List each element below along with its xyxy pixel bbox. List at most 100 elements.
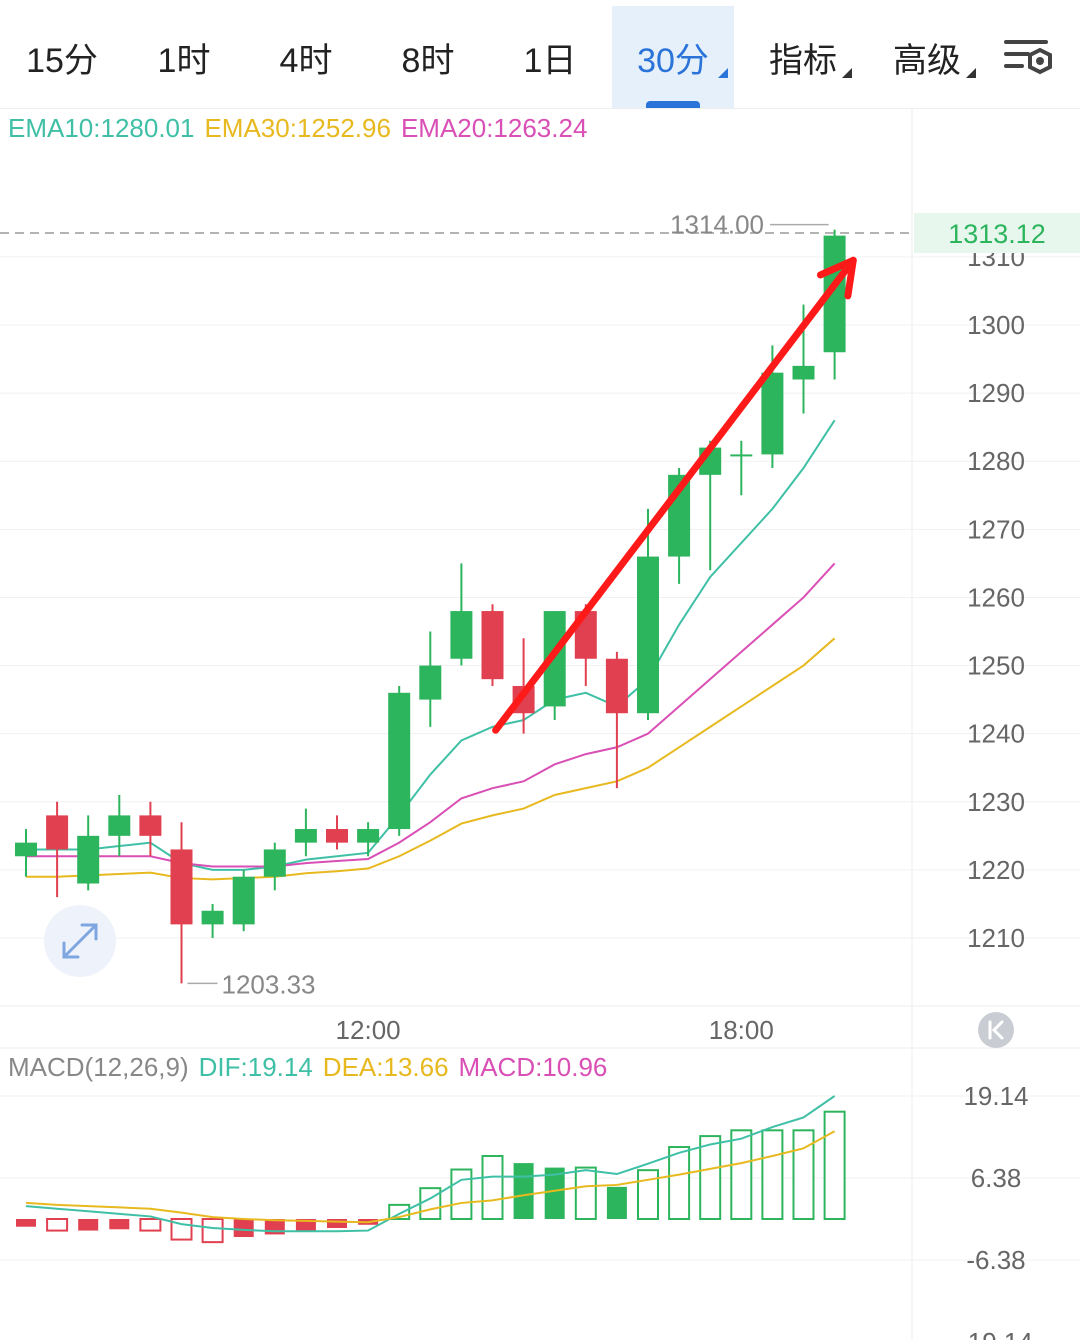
- macd-bar: [699, 1135, 722, 1221]
- candle-body: [450, 611, 473, 659]
- macd-bar: [419, 1187, 442, 1220]
- settings-button[interactable]: [1000, 34, 1060, 84]
- macd-bar: [730, 1129, 753, 1220]
- candle-body: [263, 849, 286, 877]
- tab-label: 1时: [157, 41, 211, 80]
- macd-bar: [139, 1218, 162, 1232]
- macd-bar: [606, 1186, 627, 1219]
- tab-label: 高级: [893, 41, 961, 80]
- candle-body: [637, 556, 659, 714]
- candle-body: [605, 658, 628, 714]
- macd-bar: [295, 1219, 316, 1231]
- tab-label: 30分: [637, 41, 709, 80]
- price-tick-label: 1290: [967, 378, 1025, 408]
- tab-5[interactable]: 1日: [496, 6, 604, 108]
- chart-settings-icon: [1004, 40, 1052, 75]
- current-price-tag: [914, 213, 1080, 254]
- macd-tick-label: -19.14: [959, 1327, 1033, 1340]
- tab-2[interactable]: 1时: [130, 6, 238, 108]
- macd-bar: [823, 1110, 846, 1220]
- candle-body: [388, 692, 411, 830]
- tab-1[interactable]: 15分: [8, 6, 116, 108]
- candle-body: [139, 815, 162, 836]
- candle-body: [357, 829, 380, 843]
- macd-bar: [637, 1169, 659, 1221]
- price-tick-label: 1270: [967, 514, 1025, 544]
- macd-bar: [668, 1146, 691, 1220]
- price-tick-label: 1230: [967, 787, 1025, 817]
- macd-value-legend: MACD:10.96: [458, 1052, 608, 1082]
- candle-body: [543, 611, 566, 707]
- macd-bar: [46, 1218, 69, 1232]
- time-tick-label: 12:00: [336, 1015, 401, 1045]
- macd-bar: [109, 1219, 130, 1230]
- dropdown-corner-icon: [966, 68, 976, 78]
- ema-legend: EMA10:1280.01 EMA30:1252.96 EMA20:1263.24: [8, 113, 597, 144]
- candle-body: [108, 815, 131, 836]
- tab-label: 1日: [523, 41, 577, 80]
- candle-body: [201, 910, 224, 925]
- tab-3[interactable]: 4时: [252, 6, 360, 108]
- candle-body: [761, 372, 784, 455]
- active-tab-indicator: [646, 101, 700, 108]
- macd-bar: [78, 1219, 99, 1231]
- price-tick-label: 1220: [967, 855, 1025, 885]
- tab-label: 4时: [279, 41, 333, 80]
- candle-body: [15, 842, 37, 857]
- candle-body: [170, 849, 193, 925]
- dropdown-corner-icon: [718, 68, 728, 78]
- macd-bar: [450, 1168, 473, 1220]
- low-price-label: 1203.33: [222, 969, 316, 999]
- price-tick-label: 1260: [967, 582, 1025, 612]
- ema10-legend: EMA10:1280.01: [8, 113, 195, 143]
- expand-arrows-icon: [62, 923, 98, 959]
- ema10-line: [26, 419, 836, 871]
- dea-line: [25, 1130, 836, 1224]
- expand-button[interactable]: [44, 905, 116, 977]
- price-tick-label: 1240: [967, 719, 1025, 749]
- macd-legend: MACD(12,26,9) DIF:19.14 DEA:13.66 MACD:10.9…: [8, 1052, 617, 1083]
- tab-4[interactable]: 8时: [374, 6, 482, 108]
- candle-body: [481, 611, 504, 680]
- candle-body: [46, 815, 69, 850]
- ema30-legend: EMA30:1252.96: [204, 113, 391, 143]
- macd-tick-label: 19.14: [963, 1081, 1028, 1111]
- price-tick-label: 1210: [967, 923, 1025, 953]
- macd-bar: [513, 1163, 534, 1219]
- candle-body: [77, 835, 100, 884]
- candle-body: [419, 665, 442, 700]
- chart-area: 1210 1220 1230 1240 1250 1260 1270 1280 1290 1300…: [0, 108, 1080, 1340]
- dif-legend: DIF:19.14: [198, 1052, 313, 1082]
- macd-bar: [327, 1219, 347, 1228]
- price-tick-label: 1250: [967, 651, 1025, 681]
- candle-body: [730, 454, 753, 457]
- dea-legend: DEA:13.66: [322, 1052, 449, 1082]
- macd-bar: [16, 1219, 36, 1227]
- collapse-chevron-icon: [988, 1020, 1004, 1040]
- high-price-label: 1314.00: [670, 210, 764, 240]
- tab-7[interactable]: 指标: [748, 6, 858, 108]
- timeframe-tabbar: 15分 1时 4时 8时 1日 30分 指标 高级: [0, 0, 1080, 109]
- macd-bar: [574, 1166, 597, 1221]
- candle-body: [232, 876, 255, 925]
- dif-line: [25, 1095, 836, 1233]
- macd-bar: [761, 1129, 784, 1220]
- trend-arrow-head: [816, 256, 857, 300]
- tab-label: 指标: [769, 41, 837, 80]
- ema20-legend: EMA20:1263.24: [400, 113, 588, 143]
- price-tick-label: 1300: [967, 310, 1025, 340]
- tab-label: 8时: [401, 41, 455, 80]
- candle-body: [294, 829, 317, 843]
- tab-8[interactable]: 高级: [872, 6, 982, 108]
- collapse-button[interactable]: [978, 1012, 1014, 1048]
- dropdown-corner-icon: [842, 68, 852, 78]
- ema30-line: [26, 637, 836, 881]
- candle-body: [326, 829, 348, 843]
- candle-body: [792, 365, 815, 380]
- macd-bar: [481, 1155, 504, 1221]
- macd-bar: [544, 1167, 565, 1219]
- macd-bar: [201, 1218, 224, 1244]
- macd-bar: [233, 1219, 254, 1237]
- tab-6[interactable]: 30分: [612, 6, 734, 108]
- macd-legend-name: MACD(12,26,9): [8, 1052, 189, 1082]
